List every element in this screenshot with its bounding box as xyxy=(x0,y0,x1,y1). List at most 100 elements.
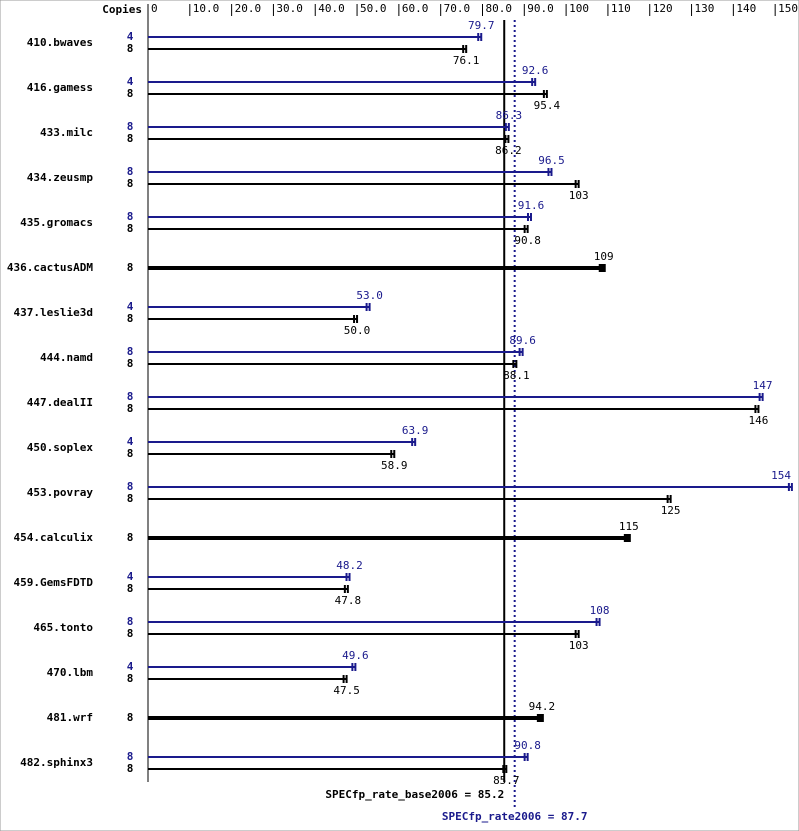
value-label: 63.9 xyxy=(402,424,429,437)
bar xyxy=(148,33,483,41)
bar xyxy=(148,495,672,503)
category-label: 454.calculix xyxy=(14,531,94,544)
value-label: 115 xyxy=(619,520,639,533)
value-label: 86.2 xyxy=(495,144,522,157)
category-label: 410.bwaves xyxy=(27,36,93,49)
value-label: 79.7 xyxy=(468,19,495,32)
copies-label: 8 xyxy=(127,531,134,544)
copies-label: 8 xyxy=(127,132,134,145)
bar xyxy=(148,213,532,221)
copies-label: 4 xyxy=(127,435,134,448)
copies-label: 8 xyxy=(127,750,134,763)
bar xyxy=(148,168,553,176)
copies-label: 8 xyxy=(127,447,134,460)
copies-label: 8 xyxy=(127,210,134,223)
copies-label: 8 xyxy=(127,177,134,190)
value-label: 94.2 xyxy=(529,700,556,713)
bar xyxy=(148,264,606,272)
value-label: 50.0 xyxy=(344,324,371,337)
value-label: 58.9 xyxy=(381,459,408,472)
x-tick-label: 70.0 xyxy=(444,2,471,15)
bar xyxy=(148,438,417,446)
x-tick-label: 30.0 xyxy=(276,2,303,15)
value-label: 154 xyxy=(771,469,791,482)
x-tick-label: 60.0 xyxy=(402,2,429,15)
copies-label: 4 xyxy=(127,570,134,583)
value-label: 95.4 xyxy=(534,99,561,112)
bar xyxy=(148,630,580,638)
x-tick-label: 20.0 xyxy=(235,2,262,15)
bar xyxy=(148,765,508,773)
value-label: 147 xyxy=(753,379,773,392)
value-label: 47.5 xyxy=(333,684,360,697)
bar xyxy=(148,225,529,233)
value-label: 47.8 xyxy=(335,594,362,607)
copies-label: 8 xyxy=(127,390,134,403)
bar xyxy=(148,483,793,491)
reference-label: SPECfp_rate_base2006 = 85.2 xyxy=(325,788,504,801)
copies-label: 8 xyxy=(127,672,134,685)
copies-label: 8 xyxy=(127,582,134,595)
copies-label: 8 xyxy=(127,87,134,100)
x-tick-label: 40.0 xyxy=(318,2,345,15)
bar xyxy=(148,135,510,143)
copies-label: 4 xyxy=(127,660,134,673)
value-label: 90.8 xyxy=(514,234,541,247)
value-label: 125 xyxy=(661,504,681,517)
bar xyxy=(148,180,580,188)
bar xyxy=(148,45,468,53)
bar xyxy=(148,753,529,761)
reference-label: SPECfp_rate2006 = 87.7 xyxy=(442,810,588,823)
copies-label: 8 xyxy=(127,357,134,370)
copies-header: Copies xyxy=(102,3,142,16)
bar xyxy=(148,585,349,593)
value-label: 76.1 xyxy=(453,54,480,67)
x-tick-label: 110 xyxy=(611,2,631,15)
bar xyxy=(148,90,548,98)
value-label: 48.2 xyxy=(336,559,363,572)
bar xyxy=(148,123,510,131)
copies-label: 8 xyxy=(127,312,134,325)
category-label: 482.sphinx3 xyxy=(20,756,93,769)
value-label: 92.6 xyxy=(522,64,549,77)
category-label: 444.namd xyxy=(40,351,93,364)
x-tick-label: 130 xyxy=(695,2,715,15)
value-label: 88.1 xyxy=(503,369,530,382)
category-label: 465.tonto xyxy=(33,621,93,634)
value-label: 108 xyxy=(590,604,610,617)
copies-label: 4 xyxy=(127,300,134,313)
copies-label: 8 xyxy=(127,762,134,775)
value-label: 103 xyxy=(569,189,589,202)
copies-label: 8 xyxy=(127,42,134,55)
copies-label: 8 xyxy=(127,492,134,505)
bar xyxy=(148,360,518,368)
category-label: 481.wrf xyxy=(47,711,93,724)
category-label: 459.GemsFDTD xyxy=(14,576,94,589)
x-tick-label: 140 xyxy=(736,2,756,15)
value-label: 96.5 xyxy=(538,154,565,167)
category-label: 433.milc xyxy=(40,126,93,139)
value-label: 86.3 xyxy=(496,109,523,122)
copies-label: 4 xyxy=(127,30,134,43)
bar xyxy=(148,78,537,86)
category-label: 436.cactusADM xyxy=(7,261,93,274)
x-tick-label: 150 xyxy=(778,2,798,15)
copies-label: 8 xyxy=(127,165,134,178)
x-tick-label: 120 xyxy=(653,2,673,15)
bar xyxy=(148,573,351,581)
value-label: 91.6 xyxy=(518,199,545,212)
value-label: 146 xyxy=(749,414,769,427)
value-label: 89.6 xyxy=(509,334,536,347)
x-tick-label: 80.0 xyxy=(485,2,512,15)
copies-label: 8 xyxy=(127,480,134,493)
copies-label: 8 xyxy=(127,222,134,235)
copies-label: 4 xyxy=(127,75,134,88)
x-tick-label: 50.0 xyxy=(360,2,387,15)
bar xyxy=(148,315,359,323)
category-label: 437.leslie3d xyxy=(14,306,93,319)
copies-label: 8 xyxy=(127,261,134,274)
bar xyxy=(148,618,601,626)
